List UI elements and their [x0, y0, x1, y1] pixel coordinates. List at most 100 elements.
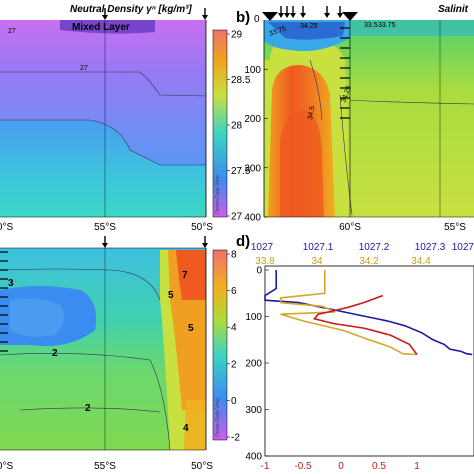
station-arrow	[202, 236, 208, 248]
colorbar-tick-label: 6	[231, 286, 237, 297]
panel-a-station-arrows	[102, 8, 208, 20]
y-tick-label: 100	[245, 312, 262, 323]
station-arrow	[290, 6, 296, 18]
colorbar-tick-label: 28	[231, 121, 243, 132]
colorbar-tick-label: 28.5	[231, 75, 251, 86]
red-axis-tick-label: 1	[414, 461, 420, 472]
station-arrow	[284, 6, 290, 18]
y-tick-label: 300	[245, 405, 262, 416]
colorbar-tick-label: 27	[231, 212, 243, 223]
blue-axis-tick-label: 1027	[251, 242, 274, 253]
panel-a-colorbar	[212, 29, 228, 218]
blue-axis-tick-label: 1027.2	[359, 242, 390, 253]
x-tick-label: 60°S	[339, 222, 361, 233]
panel-a-deep-water	[0, 120, 206, 217]
panel-a-title: Neutral Density γⁿ [kg/m³]	[70, 4, 192, 15]
x-tick-label: 50°S	[191, 222, 213, 233]
panel-a-mixed-layer	[60, 20, 155, 34]
y-tick-label: 400	[245, 452, 262, 463]
panel-a-contour-label: 27	[80, 65, 88, 72]
contour-label: 34.25	[300, 23, 318, 30]
panel-b-x-ticks: 60°S 55°S	[339, 222, 466, 233]
panel-b-side-ticks	[340, 27, 350, 119]
contour-label: 33.5	[364, 22, 378, 29]
panel-d-axes: 0 100 200 300 400 1027 1027.1 1027.2 1027.3 1027 3…	[245, 242, 474, 472]
station-arrow	[300, 6, 306, 18]
panel-a: 27 27 Neutral Density γⁿ [kg/m³] Mixed L…	[0, 4, 251, 233]
station-arrow	[324, 6, 330, 18]
red-axis-tick-label: 0.5	[372, 461, 386, 472]
panel-a-contour	[0, 71, 207, 97]
contour-label: 4	[183, 423, 189, 434]
station-arrow	[102, 8, 108, 20]
colorbar-tick-label: 4	[231, 323, 237, 334]
contour-label: 2	[52, 348, 58, 359]
x-tick-label: 55°S	[94, 222, 116, 233]
panel-a-contour-label: 27	[8, 28, 16, 35]
panel-a-annotation: Mixed Layer	[72, 22, 130, 33]
station-arrow	[278, 6, 284, 18]
y-tick-label: 400	[244, 213, 261, 224]
contour-label: 5	[188, 323, 194, 334]
y-tick-label: 200	[244, 114, 261, 125]
red-profile-line	[312, 294, 418, 356]
gold-axis-tick-label: 34.4	[411, 256, 431, 267]
panel-c-x-ticks: 0°S 55°S 50°S	[0, 461, 213, 472]
station-marker	[342, 12, 358, 21]
gold-axis-tick-label: 33.8	[255, 256, 275, 267]
contour-label: 3	[8, 278, 14, 289]
panel-a-x-ticks: 0°S 55°S 50°S	[0, 222, 213, 233]
colorbar-tick-label: 2	[231, 359, 237, 370]
panel-c-colorbar	[212, 249, 228, 441]
contour-label: 34.5	[307, 106, 316, 121]
panel-c-colorbar-ticks: 8 6 4 2 0 -2	[227, 250, 240, 444]
panel-b-y-zero: 0	[254, 14, 260, 25]
panel-c-station-arrows	[102, 236, 208, 248]
station-marker	[262, 12, 278, 21]
x-tick-label: 0°S	[0, 461, 13, 472]
x-tick-label: 55°S	[444, 222, 466, 233]
panel-a-contour	[0, 119, 206, 166]
colorbar-tick-label: 0	[231, 396, 237, 407]
x-tick-label: 50°S	[191, 461, 213, 472]
panel-b-y-ticks: 100 200 300 400	[244, 65, 268, 224]
odv-watermark: Ocean Data View	[215, 175, 221, 214]
station-arrow	[337, 6, 343, 18]
gold-axis-tick-label: 34	[311, 256, 323, 267]
panel-d-label: d)	[236, 233, 250, 250]
red-axis-tick-label: -1	[261, 461, 270, 472]
contour-label: 7	[182, 270, 188, 281]
red-axis-tick-label: 0	[338, 461, 344, 472]
blue-axis-tick-label: 1027.1	[303, 242, 334, 253]
panel-d-series	[264, 270, 473, 356]
y-tick-label: 300	[244, 163, 261, 174]
colorbar-tick-label: -2	[231, 433, 240, 444]
station-arrow	[102, 236, 108, 248]
gold-profile-line	[279, 270, 416, 356]
station-arrow	[202, 8, 208, 20]
panel-a-colorbar-ticks: 29 28.5 28 27.5 27	[227, 30, 251, 223]
panel-d-frame	[264, 265, 474, 457]
red-axis-tick-label: -0.5	[294, 461, 312, 472]
odv-watermark: Ocean Data View	[215, 398, 221, 437]
blue-axis-tick-label: 1027.3	[415, 242, 446, 253]
x-tick-label: 0°S	[0, 222, 13, 233]
blue-axis-tick-label: 1027	[452, 242, 474, 253]
y-tick-label: 100	[244, 65, 261, 76]
contour-label: 33.75	[378, 22, 396, 29]
contour-label: 2	[85, 403, 91, 414]
y-tick-label: 0	[256, 266, 262, 277]
gold-axis-tick-label: 34.2	[359, 256, 379, 267]
x-tick-label: 55°S	[94, 461, 116, 472]
panel-b-label: b)	[236, 9, 250, 26]
contour-label: 5	[168, 290, 174, 301]
panel-b-title: Salinit	[438, 4, 469, 15]
blue-profile-line	[264, 270, 473, 356]
colorbar-tick-label: 27.5	[231, 166, 251, 177]
colorbar-tick-label: 29	[231, 30, 243, 41]
